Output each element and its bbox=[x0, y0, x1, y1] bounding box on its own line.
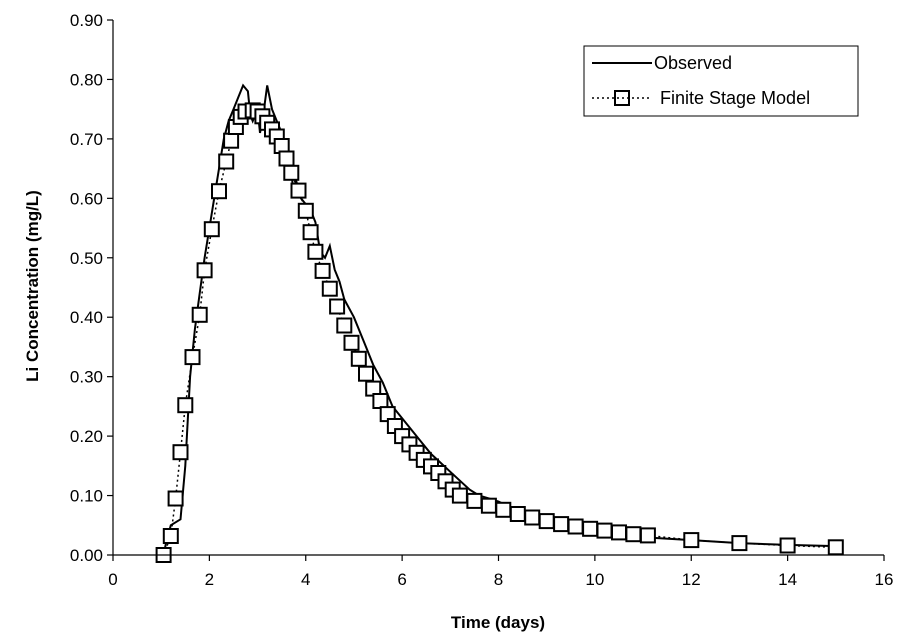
model-data-point bbox=[196, 262, 213, 279]
model-data-point bbox=[290, 182, 307, 199]
x-tick-label: 12 bbox=[682, 570, 701, 589]
model-data-point bbox=[731, 535, 748, 552]
plot-area: 0.00 0.10 0.20 0.30 0.40 0.50 0.60 0.70 0.80 0.90… bbox=[70, 11, 894, 589]
x-tick-label: 6 bbox=[397, 570, 406, 589]
legend-model-label: Finite Stage Model bbox=[660, 88, 810, 108]
y-tick-label: 0.50 bbox=[70, 249, 103, 268]
y-tick-label: 0.40 bbox=[70, 308, 103, 327]
model-data-point bbox=[625, 526, 642, 543]
y-axis-label: Li Concentration (mg/L) bbox=[23, 190, 42, 382]
model-data-point bbox=[203, 221, 220, 238]
model-data-point bbox=[211, 183, 227, 200]
model-data-point bbox=[177, 397, 194, 414]
model-data-point bbox=[184, 349, 201, 366]
model-data-point bbox=[683, 532, 700, 549]
x-axis-label: Time (days) bbox=[451, 613, 545, 632]
model-data-point bbox=[307, 243, 324, 260]
model-data-point bbox=[495, 501, 512, 518]
model-data-point bbox=[827, 539, 844, 556]
model-data-point bbox=[358, 365, 374, 382]
y-tick-label: 0.00 bbox=[70, 546, 103, 565]
model-data-point bbox=[596, 522, 613, 539]
x-tick-label: 2 bbox=[205, 570, 214, 589]
model-data-point bbox=[350, 350, 367, 367]
y-tick-label: 0.20 bbox=[70, 427, 103, 446]
legend-model-marker bbox=[614, 90, 630, 106]
y-tick-label: 0.80 bbox=[70, 70, 103, 89]
y-tick-label: 0.10 bbox=[70, 487, 103, 506]
series-layer bbox=[155, 83, 844, 563]
legend-observed-label: Observed bbox=[654, 53, 732, 73]
model-data-point bbox=[480, 497, 497, 514]
model-data-point bbox=[538, 513, 555, 530]
y-tick-label: 0.90 bbox=[70, 11, 103, 30]
model-data-point bbox=[297, 202, 314, 219]
y-tick-label: 0.70 bbox=[70, 130, 103, 149]
model-data-point bbox=[321, 280, 338, 297]
model-data-point bbox=[283, 164, 300, 181]
model-data-point bbox=[218, 153, 235, 170]
model-data-point bbox=[639, 527, 656, 544]
model-data-point bbox=[372, 393, 389, 409]
model-data-point bbox=[509, 506, 526, 522]
model-data-point bbox=[343, 334, 360, 351]
axes-layer: 0.00 0.10 0.20 0.30 0.40 0.50 0.60 0.70 0.80 0.90… bbox=[70, 11, 894, 589]
model-data-point bbox=[172, 444, 189, 461]
model-data-point bbox=[524, 509, 541, 526]
x-tick-label: 10 bbox=[585, 570, 604, 589]
model-data-point bbox=[779, 537, 796, 554]
model-data-point bbox=[162, 528, 179, 544]
model-data-point bbox=[336, 317, 353, 334]
model-data-point bbox=[191, 306, 208, 323]
model-data-point bbox=[223, 132, 240, 149]
x-tick-label: 4 bbox=[301, 570, 310, 589]
legend: Observed Finite Stage Model bbox=[583, 45, 859, 117]
model-data-point bbox=[611, 524, 627, 541]
model-data-point bbox=[451, 487, 468, 504]
y-tick-label: 0.30 bbox=[70, 368, 103, 387]
model-data-point bbox=[567, 518, 584, 535]
y-tick-label: 0.60 bbox=[70, 189, 103, 208]
model-data-point bbox=[466, 492, 483, 509]
model-data-point bbox=[553, 516, 570, 533]
model-data-point bbox=[582, 520, 599, 537]
model-data-point bbox=[329, 298, 346, 315]
x-tick-label: 14 bbox=[778, 570, 797, 589]
x-tick-label: 16 bbox=[875, 570, 894, 589]
x-tick-label: 8 bbox=[494, 570, 503, 589]
model-data-point bbox=[278, 150, 295, 167]
x-tick-label: 0 bbox=[108, 570, 117, 589]
model-data-point bbox=[302, 224, 319, 241]
model-data-point bbox=[167, 490, 184, 507]
model-data-point bbox=[314, 262, 331, 279]
